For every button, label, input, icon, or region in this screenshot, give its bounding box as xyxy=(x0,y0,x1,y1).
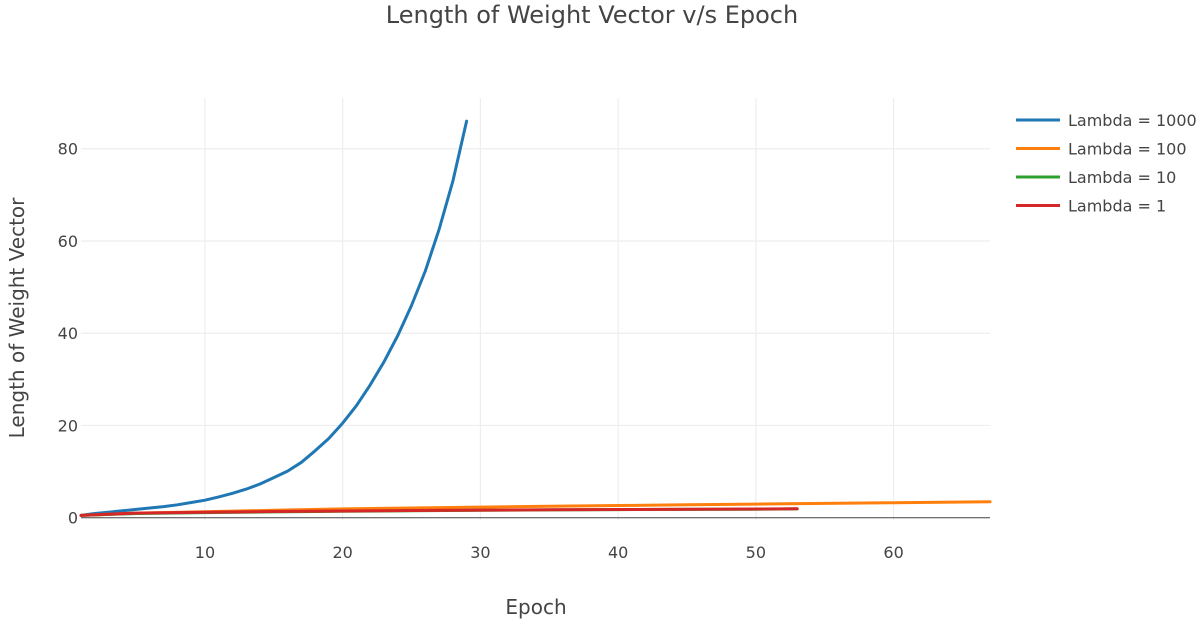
y-tick-label: 80 xyxy=(58,140,78,159)
legend-item[interactable]: Lambda = 10 xyxy=(1016,168,1176,187)
y-tick-label: 0 xyxy=(68,509,78,528)
x-tick-label: 10 xyxy=(195,543,215,562)
legend-item[interactable]: Lambda = 100 xyxy=(1016,140,1187,159)
x-tick-label: 50 xyxy=(746,543,766,562)
x-tick-label: 30 xyxy=(470,543,490,562)
legend-item[interactable]: Lambda = 1 xyxy=(1016,197,1166,216)
axis-ticks: 10 20 30 40 50 60 0 20 40 60 80 xyxy=(58,140,904,562)
series-line xyxy=(79,507,799,517)
x-tick-label: 40 xyxy=(608,543,628,562)
legend[interactable]: Lambda = 1000 Lambda = 100 Lambda = 10 Lamb… xyxy=(1016,111,1197,216)
legend-label: Lambda = 100 xyxy=(1068,140,1187,159)
y-tick-label: 60 xyxy=(58,232,78,251)
y-axis-title: Length of Weight Vector xyxy=(5,197,29,439)
series-line xyxy=(79,119,469,517)
legend-label: Lambda = 1 xyxy=(1068,197,1166,216)
grid xyxy=(81,98,990,520)
series-lines xyxy=(79,119,992,517)
legend-item[interactable]: Lambda = 1000 xyxy=(1016,111,1197,130)
chart-title: Length of Weight Vector v/s Epoch xyxy=(386,1,798,29)
x-axis-title: Epoch xyxy=(505,595,566,619)
y-tick-label: 20 xyxy=(58,416,78,435)
y-tick-label: 40 xyxy=(58,324,78,343)
x-tick-label: 60 xyxy=(883,543,903,562)
legend-label: Lambda = 1000 xyxy=(1068,111,1197,130)
x-tick-label: 20 xyxy=(333,543,353,562)
legend-label: Lambda = 10 xyxy=(1068,168,1176,187)
